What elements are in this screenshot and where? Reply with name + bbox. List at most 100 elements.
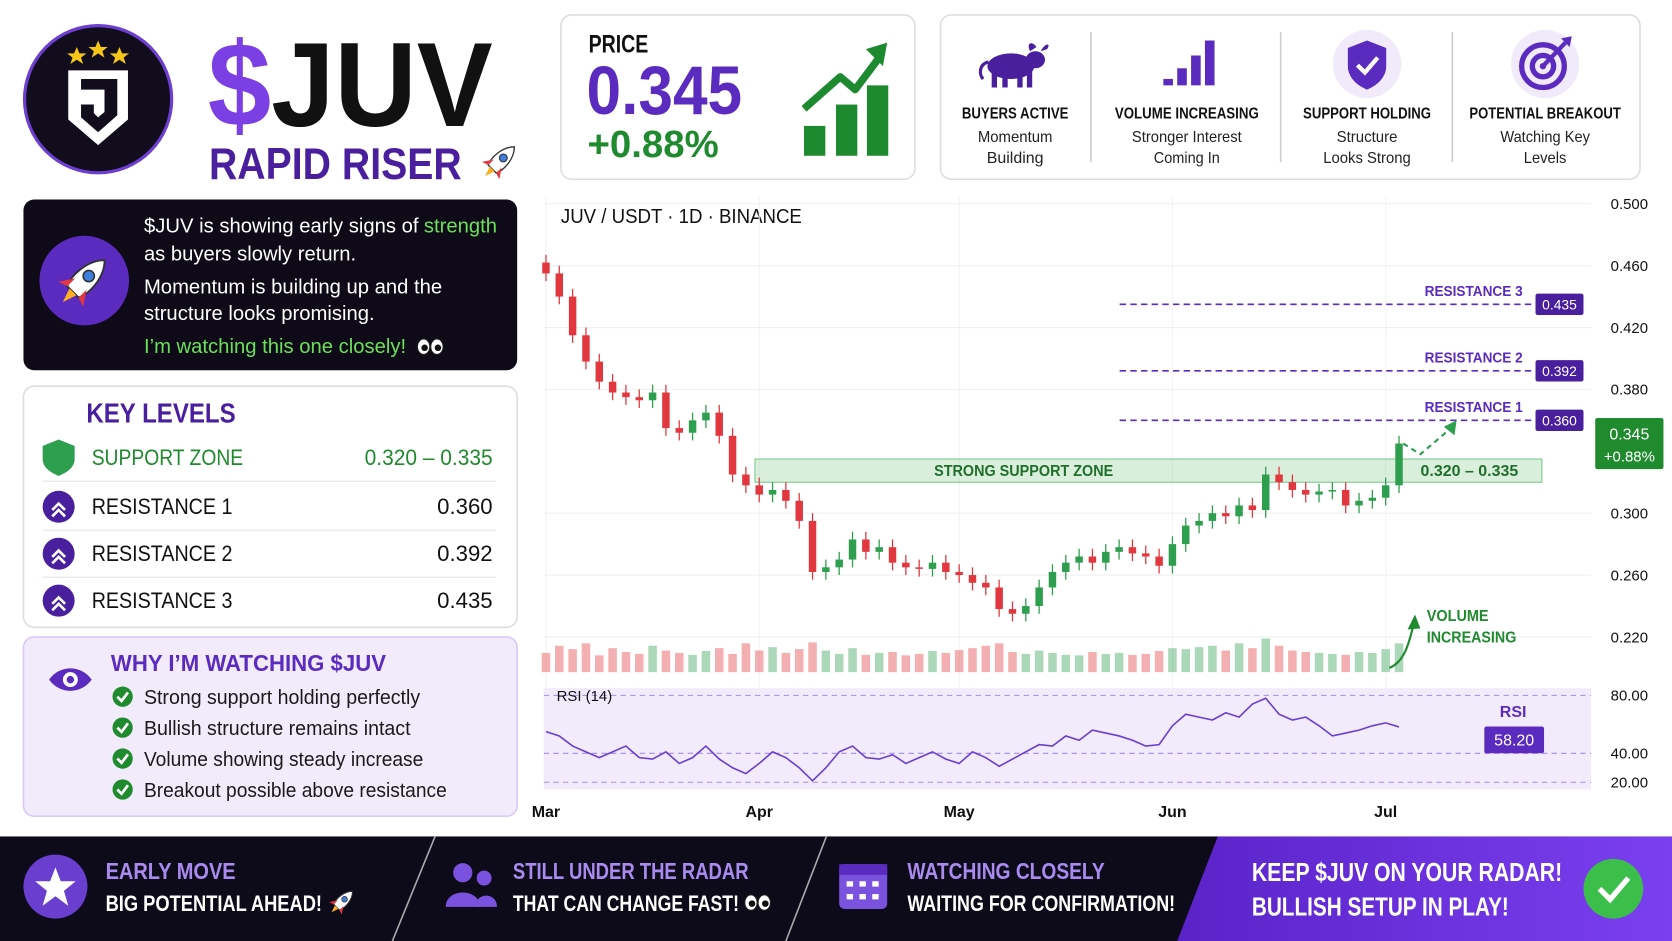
volume-bar [821, 650, 831, 673]
volume-bar [541, 652, 551, 673]
candle-body [902, 562, 910, 568]
candle-body [1288, 482, 1297, 490]
volume-bar [1234, 643, 1244, 673]
footer-text: BULLISH SETUP IN PLAY! [1252, 893, 1509, 921]
projection-arrowhead [1443, 420, 1457, 436]
candle-body [582, 335, 590, 362]
y-tick-label: 0.420 [1611, 320, 1648, 337]
candle-body [1102, 551, 1110, 563]
candle-body [1395, 443, 1403, 486]
key-levels-card [22, 385, 518, 629]
volume-bar [1274, 645, 1284, 673]
candle-body [982, 582, 990, 588]
x-tick-label: May [944, 804, 975, 821]
candle-body [862, 539, 870, 552]
support-icon [42, 439, 75, 476]
volume-bar [1154, 651, 1164, 673]
message-text: $JUV is showing early signs of [144, 216, 419, 238]
volume-bar [901, 655, 911, 673]
volume-bar [701, 651, 711, 673]
volume-bar [834, 653, 844, 673]
level-value: 0.392 [437, 541, 492, 566]
volume-bar [1368, 652, 1377, 673]
candle-body [1155, 556, 1163, 566]
candle-body [875, 547, 883, 552]
volume-bar [954, 650, 964, 673]
volume-bar [595, 655, 604, 673]
signal-dividers [1090, 32, 1454, 163]
candle-body [635, 397, 643, 401]
volume-bar [688, 654, 697, 673]
volume-bar [914, 653, 924, 673]
y-tick-label: 0.260 [1611, 567, 1648, 584]
support-zone-label: 0.320 – 0.335 [1421, 463, 1519, 480]
candle-body [1022, 605, 1030, 614]
volume-bar [1114, 652, 1124, 673]
x-tick-label: Mar [532, 804, 560, 821]
volume-bar [1301, 651, 1310, 673]
level-name: SUPPORT ZONE [92, 445, 243, 470]
key-levels: SUPPORT ZONE 0.320 – 0.335 RESISTANCE 1 … [92, 445, 493, 613]
volume-bar [1008, 651, 1017, 673]
volume-bar [941, 652, 951, 673]
signal-text: Looks Strong [1323, 150, 1410, 167]
resistance-name: RESISTANCE 1 [1425, 399, 1523, 416]
y-tick-label: 0.300 [1611, 506, 1648, 523]
message-line: as buyers slowly return. [144, 243, 356, 265]
candle-body [915, 567, 923, 569]
rsi-tick-label: 80.00 [1611, 688, 1648, 705]
y-tick-label: 0.460 [1611, 258, 1648, 275]
resistance-value: 0.392 [1542, 363, 1577, 379]
candle-body [1355, 500, 1363, 506]
shield-icon [1332, 29, 1402, 99]
row-separators [42, 480, 496, 578]
volume-bar [1394, 643, 1404, 673]
candle-body [782, 489, 790, 501]
message-highlight: strength [424, 216, 497, 238]
signal-text: Stronger Interest [1132, 129, 1242, 146]
footer-dividers [391, 836, 828, 941]
rsi-badge [1484, 726, 1545, 754]
footer-title: STILL UNDER THE RADAR [513, 858, 749, 884]
candle-body [755, 485, 763, 495]
resistance-tag [1535, 293, 1584, 316]
price-value: 0.345 [586, 53, 742, 129]
candle-body [848, 539, 857, 560]
volume-bar [648, 645, 657, 673]
candle-body [822, 567, 830, 572]
level-name: RESISTANCE 2 [92, 541, 233, 566]
volume-bar [621, 651, 631, 673]
candle-body [1328, 489, 1337, 492]
candle-body [542, 262, 550, 274]
rsi-badge-title: RSI [1500, 704, 1527, 721]
volume-bar [1061, 654, 1071, 673]
x-tick-label: Jun [1158, 804, 1186, 821]
volume-bar [1208, 645, 1217, 673]
watching-title: WHY I’M WATCHING $JUV [111, 650, 386, 676]
resistance-tag [1535, 360, 1584, 382]
candle-body [1248, 505, 1257, 511]
volume-bar [1181, 649, 1191, 673]
candle-body [1261, 474, 1270, 511]
volume-bar [581, 643, 591, 673]
candle-body [808, 520, 817, 572]
volume-bar [1194, 647, 1204, 673]
signals-card [939, 14, 1641, 181]
volume-bar [1381, 649, 1390, 673]
footer-title: WATCHING CLOSELY [907, 858, 1105, 884]
candle-body [1222, 513, 1230, 517]
calendar-icon [839, 864, 888, 909]
level-value: 0.360 [437, 494, 492, 519]
rsi-badge-value: 58.20 [1494, 733, 1534, 750]
resistance-value: 0.360 [1542, 413, 1577, 429]
candle-body [968, 575, 977, 583]
signal-text: Levels [1524, 150, 1567, 167]
signal-text: Structure [1337, 129, 1398, 146]
price-tag [1595, 417, 1664, 470]
volume-bar [634, 653, 644, 673]
candle-body [608, 381, 617, 393]
signal-text: Building [987, 150, 1044, 167]
candle-body [622, 392, 630, 398]
candle-body [1368, 497, 1377, 501]
